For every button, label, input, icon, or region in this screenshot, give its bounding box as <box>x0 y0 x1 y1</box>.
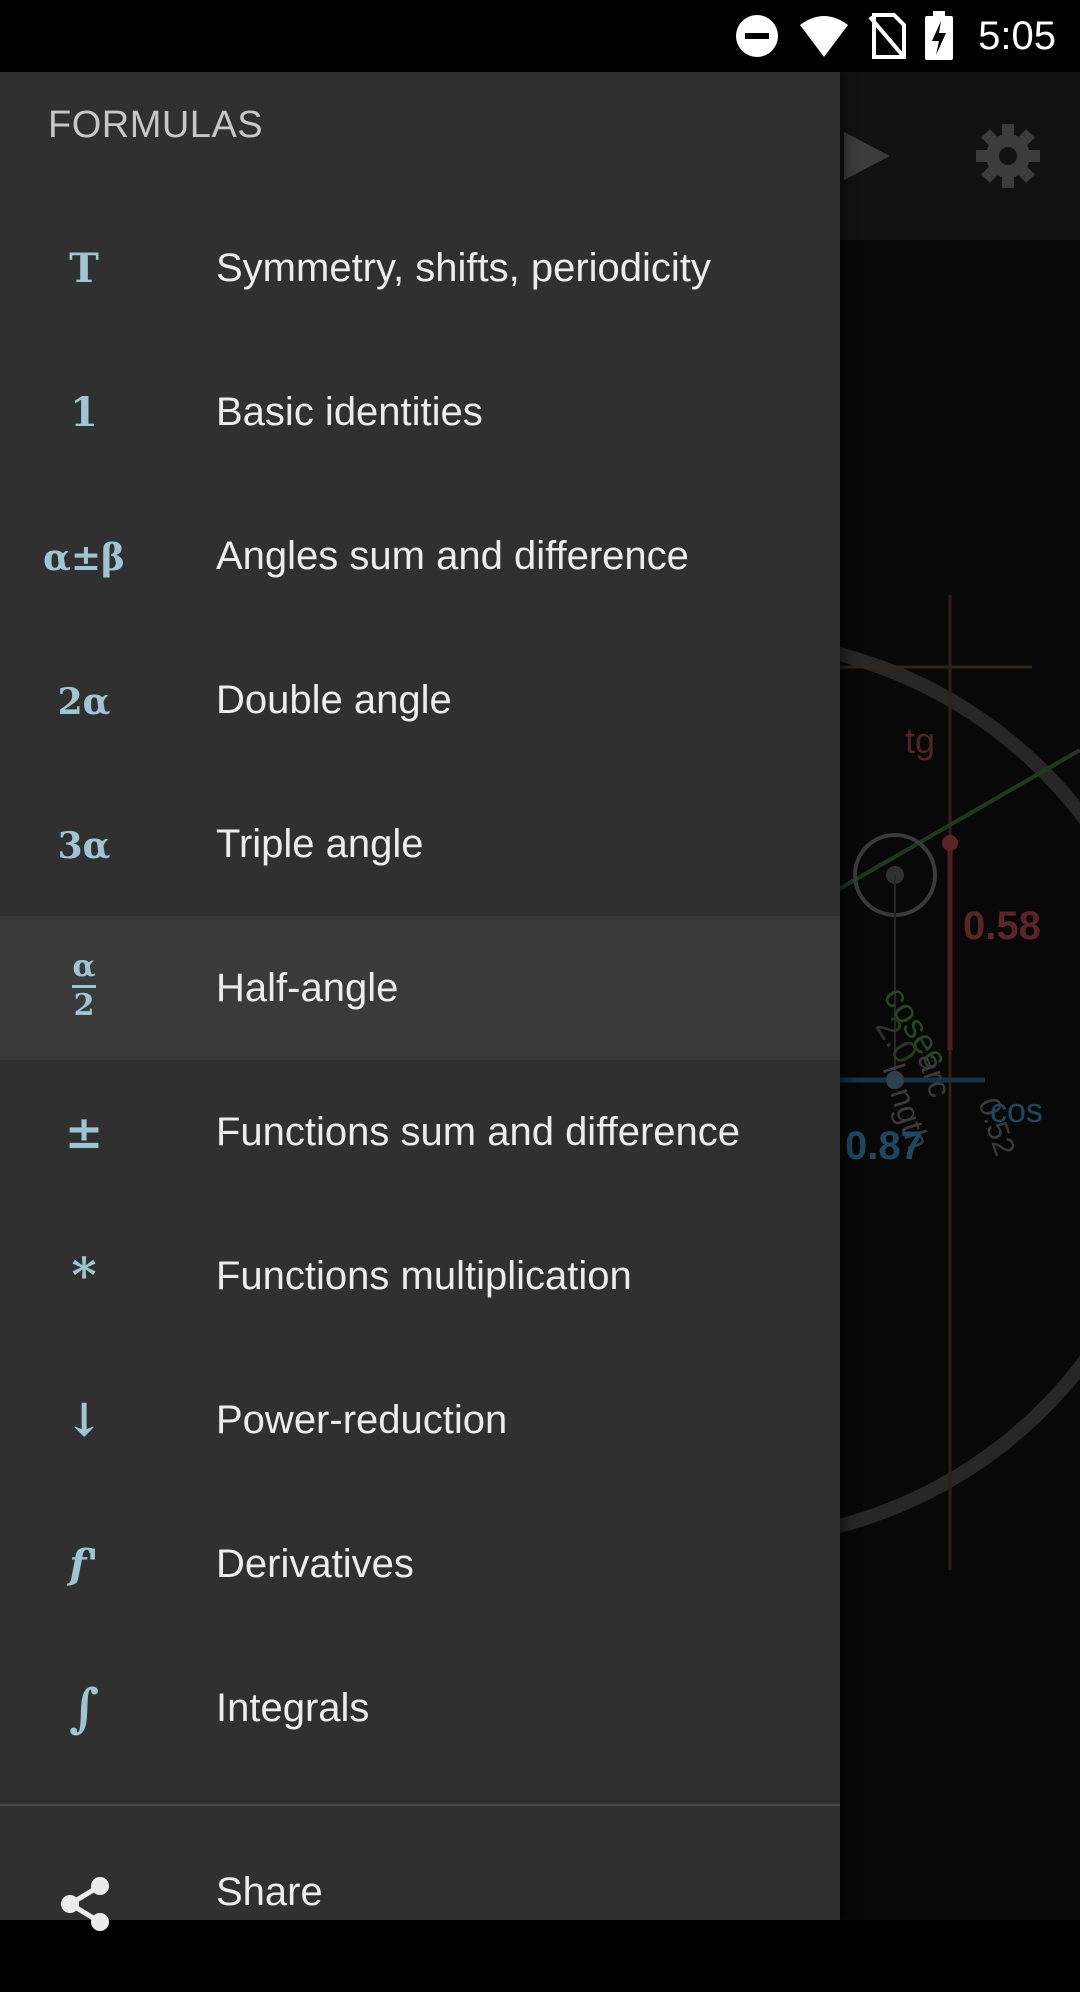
menu-item-integrals[interactable]: ∫ Integrals <box>0 1636 840 1780</box>
derivative-icon: f' <box>69 1540 99 1588</box>
menu-item-label: Basic identities <box>216 389 483 434</box>
asterisk-icon: * <box>71 1248 97 1304</box>
menu-item-functions-sum[interactable]: ± Functions sum and difference <box>0 1060 840 1204</box>
menu-item-label: Symmetry, shifts, periodicity <box>216 245 711 290</box>
share-button[interactable]: Share <box>0 1862 840 1992</box>
plus-minus-icon: ± <box>64 1105 104 1159</box>
down-arrow-icon: ↓ <box>64 1393 104 1447</box>
menu-item-label: Half-angle <box>216 965 399 1010</box>
share-label: Share <box>216 1870 323 1914</box>
menu-item-label: Integrals <box>216 1685 370 1730</box>
menu-item-label: Double angle <box>216 677 452 722</box>
identity-icon: 1 <box>70 388 98 436</box>
navigation-drawer: FORMULAS T Symmetry, shifts, periodicity… <box>0 72 840 1931</box>
menu-item-basic-identities[interactable]: 1 Basic identities <box>0 340 840 484</box>
menu-item-derivatives[interactable]: f' Derivatives <box>0 1492 840 1636</box>
menu-item-label: Derivatives <box>216 1541 414 1586</box>
angles-sum-icon: α±β <box>43 536 125 579</box>
menu-item-label: Triple angle <box>216 821 424 866</box>
menu-item-half-angle[interactable]: α 2 Half-angle <box>0 916 840 1060</box>
menu-item-label: Power-reduction <box>216 1397 508 1442</box>
do-not-disturb-icon <box>734 13 780 59</box>
drawer-header: FORMULAS <box>48 104 264 146</box>
menu-item-label: Angles sum and difference <box>216 533 689 578</box>
status-bar: 5:05 <box>0 0 1080 72</box>
menu-item-label: Functions sum and difference <box>216 1109 741 1154</box>
menu-item-triple-angle[interactable]: 3α Triple angle <box>0 772 840 916</box>
double-angle-icon: 2α <box>57 680 111 723</box>
menu-item-double-angle[interactable]: 2α Double angle <box>0 628 840 772</box>
no-sim-icon <box>868 13 907 59</box>
battery-charging-icon <box>924 11 954 61</box>
tg-label: tg <box>905 720 936 761</box>
drawer-divider <box>0 1804 840 1806</box>
symmetry-icon: T <box>69 244 99 292</box>
menu-item-power-reduction[interactable]: ↓ Power-reduction <box>0 1348 840 1492</box>
status-icons: 5:05 <box>734 0 1056 72</box>
menu-item-functions-multiplication[interactable]: * Functions multiplication <box>0 1204 840 1348</box>
formula-menu: T Symmetry, shifts, periodicity 1 Basic … <box>0 196 840 1780</box>
half-angle-icon: α 2 <box>72 948 96 1023</box>
menu-item-angles-sum[interactable]: α±β Angles sum and difference <box>0 484 840 628</box>
integral-icon: ∫ <box>68 1677 100 1739</box>
menu-item-symmetry[interactable]: T Symmetry, shifts, periodicity <box>0 196 840 340</box>
wifi-icon <box>798 13 850 59</box>
status-time: 5:05 <box>978 13 1056 58</box>
play-icon[interactable] <box>838 128 894 189</box>
sin-value: 0.58 <box>963 904 1041 948</box>
triple-angle-icon: 3α <box>57 824 111 867</box>
share-icon <box>58 1874 112 1939</box>
cos-value: 0.87 <box>845 1124 923 1168</box>
cos-label: cos <box>990 1092 1043 1130</box>
unit-circle-canvas[interactable]: tg cosec 2.0 0.58 arc length 0.52 cos 0.… <box>0 240 1080 1920</box>
menu-item-label: Functions multiplication <box>216 1253 632 1298</box>
settings-icon[interactable] <box>974 122 1042 195</box>
